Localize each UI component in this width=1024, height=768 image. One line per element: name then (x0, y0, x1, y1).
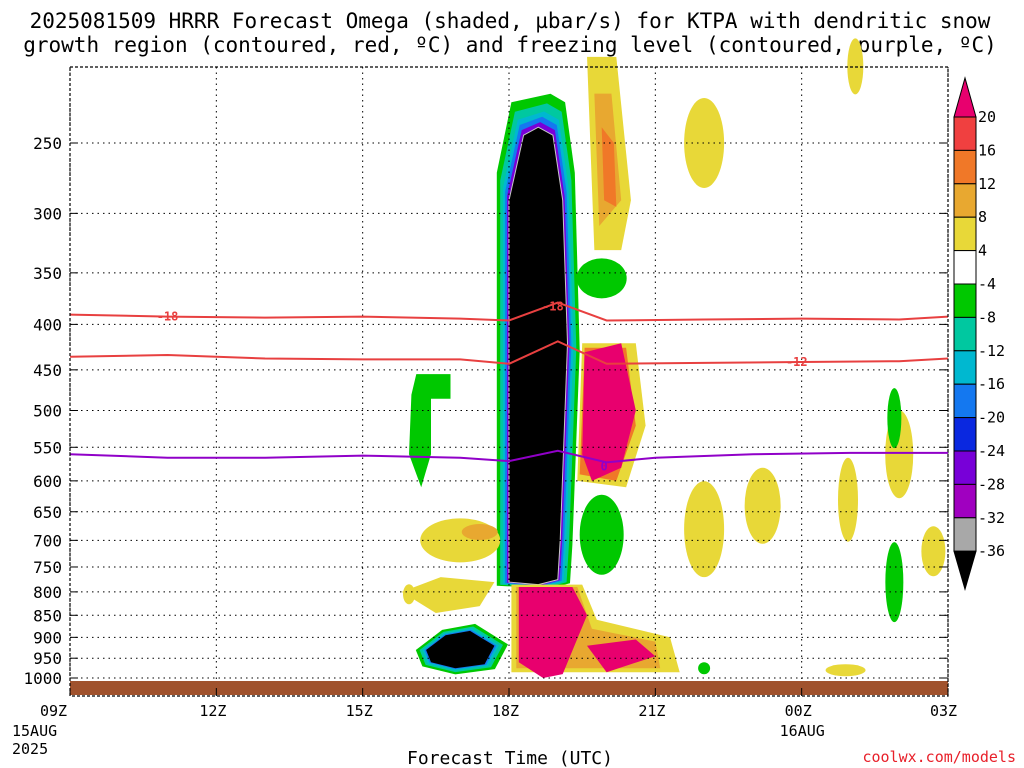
colorbar-swatch (953, 350, 977, 385)
colorbar-swatch (953, 283, 977, 318)
colorbar-tick-label: -4 (978, 275, 996, 293)
pressure-axis: 250 300 350 400 450 500 550 600 650 700 750 800 850 9… (23, 134, 948, 688)
omega-sinking-yellow-blob (921, 526, 946, 577)
pressure-tick-label: 500 (33, 402, 62, 421)
omega-ascent-core (508, 126, 569, 586)
pressure-tick-label: 950 (33, 649, 62, 668)
time-tick-sublabel: 16AUG (780, 722, 825, 740)
chart-title-line-2: growth region (contoured, red, ºC) and f… (23, 33, 997, 57)
colorbar-swatch (953, 450, 977, 485)
colorbar-swatch (953, 250, 977, 285)
colorbar-tick-label: -32 (978, 509, 1005, 527)
freezing-level-label: 0 (600, 459, 607, 473)
colorbar-tick-label: -20 (978, 409, 1005, 427)
pressure-tick-label: 1000 (23, 669, 62, 688)
dgz-contour-label: -12 (786, 355, 808, 369)
colorbar-swatch (953, 517, 977, 552)
colorbar-swatch (953, 316, 977, 352)
time-tick-sublabel: 2025 (12, 740, 48, 758)
time-tick-label: 12Z (199, 702, 226, 720)
omega-ascent-low-core (426, 630, 495, 669)
colorbar-swatch (953, 383, 977, 419)
colorbar-tick-label: 20 (978, 108, 996, 126)
dgz-contour-line (69, 340, 949, 365)
omega-ascent-green-blob (887, 388, 902, 449)
colorbar-tick-label: -28 (978, 475, 1005, 493)
chart-title-line-1: 2025081509 HRRR Forecast Omega (shaded, … (30, 9, 991, 33)
colorbar-tick-label: -8 (978, 308, 996, 326)
pressure-tick-label: 700 (33, 531, 62, 550)
omega-sinking-orange-blob (461, 523, 498, 540)
pressure-tick-label: 850 (33, 606, 62, 625)
colorbar-tick-label: -12 (978, 342, 1005, 360)
omega-sinking-low-yellow (401, 577, 495, 613)
pressure-tick-label: 400 (33, 315, 62, 334)
pressure-tick-label: 550 (33, 438, 62, 457)
omega-sinking-yellow-blob (825, 664, 866, 677)
colorbar-swatch (953, 116, 977, 151)
omega-sinking-upper-12 (601, 127, 617, 207)
pressure-tick-label: 600 (33, 472, 62, 491)
colorbar-tick-label: 12 (978, 175, 996, 193)
colorbar-top-arrow (953, 76, 977, 118)
colorbar-tick-label: -24 (978, 442, 1005, 460)
time-tick-label: 00Z (785, 702, 812, 720)
time-tick-sublabel: 15AUG (12, 722, 57, 740)
omega-sinking-mid-core (582, 343, 636, 481)
omega-sinking-yellow-blob (684, 481, 725, 578)
omega-ascent-blob (576, 258, 627, 299)
time-tick-label: 15Z (346, 702, 373, 720)
time-tick-label: 09Z (40, 702, 67, 720)
contour-lines: -18 -18 -12 0 (69, 300, 949, 473)
colorbar-tick-label: 8 (978, 208, 987, 226)
credit-text: coolwx.com/models (862, 748, 1016, 766)
pressure-tick-label: 800 (33, 583, 62, 602)
omega-sinking-yellow-blob (403, 584, 416, 605)
gridlines (69, 67, 949, 696)
colorbar-swatch (953, 483, 977, 519)
plot-area (401, 38, 946, 678)
omega-ascent-blob (579, 494, 624, 575)
omega-ascent-green-blob (885, 542, 904, 623)
pressure-tick-label: 300 (33, 204, 62, 223)
dgz-contour-line (69, 301, 949, 322)
colorbar-tick-label: 4 (978, 242, 987, 260)
colorbar-swatch (953, 149, 977, 185)
x-axis-title: Forecast Time (UTC) (407, 748, 613, 768)
colorbar-swatch (953, 183, 977, 218)
time-tick-label: 18Z (492, 702, 519, 720)
pressure-tick-label: 650 (33, 503, 62, 522)
colorbar-tick-label: 16 (978, 141, 996, 159)
omega-sinking-yellow-blob (684, 98, 725, 188)
omega-sinking-yellow-blob (838, 457, 859, 542)
pressure-tick-label: 350 (33, 264, 62, 283)
dgz-contour-label: -18 (157, 310, 179, 324)
omega-sinking-low-tail (587, 639, 656, 673)
pressure-tick-label: 900 (33, 628, 62, 647)
colorbar: 20 16 12 8 4 -4 -8 -12 -16 -20 -24 -28 -32 -36 (953, 76, 1005, 591)
freezing-level-line (69, 449, 948, 464)
omega-ascent-green-blob (698, 662, 711, 675)
colorbar-swatch (953, 417, 977, 452)
pressure-tick-label: 750 (33, 558, 62, 577)
omega-sinking-yellow-blob (744, 467, 781, 544)
pressure-tick-label: 250 (33, 134, 62, 153)
dgz-contour-label: -18 (542, 300, 564, 314)
omega-sinking-low-core (518, 587, 587, 678)
colorbar-swatch (953, 216, 977, 252)
time-tick-label: 03Z (930, 702, 957, 720)
colorbar-tick-label: -16 (978, 375, 1005, 393)
omega-ascent-green-patch (409, 374, 451, 488)
colorbar-bottom-arrow (953, 550, 977, 591)
pressure-tick-label: 450 (33, 361, 62, 380)
colorbar-tick-label: -36 (978, 542, 1005, 560)
time-tick-label: 21Z (638, 702, 665, 720)
